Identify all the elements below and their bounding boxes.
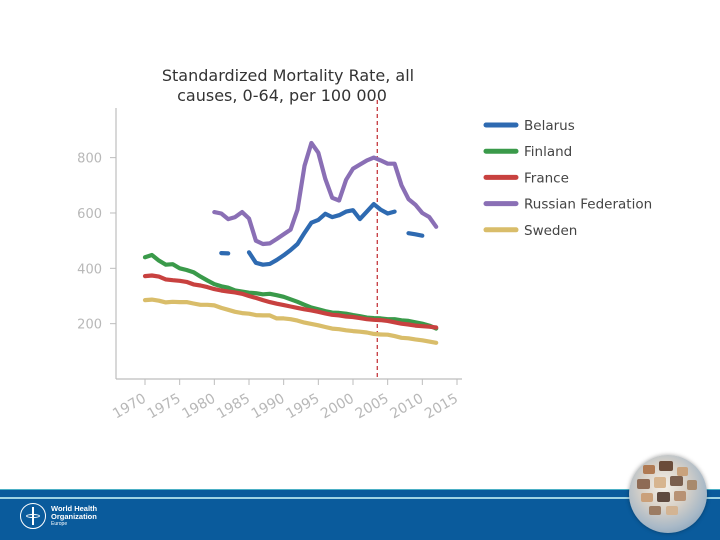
chart-series xyxy=(142,140,439,345)
legend-label-sweden: Sweden xyxy=(524,223,577,239)
x-tick-label: 1995 xyxy=(283,391,322,423)
who-wordmark: World Health Organization Europe xyxy=(51,504,98,528)
y-tick-label: 600 xyxy=(77,207,102,222)
series-russian-federation xyxy=(212,140,439,247)
series-belarus xyxy=(219,202,425,267)
x-tick-label: 1980 xyxy=(179,391,218,423)
who-emblem-icon xyxy=(20,503,46,529)
series-france xyxy=(142,273,439,330)
series-line-russian-federation xyxy=(212,140,439,247)
y-tick-label: 400 xyxy=(77,262,102,277)
who-name-line-2: Organization xyxy=(51,512,97,521)
x-tick-label: 2000 xyxy=(318,391,357,423)
x-tick-label: 1975 xyxy=(145,391,184,423)
globe-photo-collage-icon xyxy=(629,455,707,533)
legend-label-russian-federation: Russian Federation xyxy=(524,197,652,213)
chart-title-line-1: Standardized Mortality Rate, all xyxy=(162,66,414,85)
y-tick-label: 200 xyxy=(77,318,102,333)
x-tick-label: 1970 xyxy=(110,391,149,423)
who-region: Europe xyxy=(51,521,68,527)
x-tick-label: 2010 xyxy=(387,391,426,423)
x-tick-label: 2005 xyxy=(353,391,392,423)
who-logo: World Health Organization Europe xyxy=(20,503,97,529)
who-name-line-1: World Health xyxy=(51,504,98,513)
chart-title: Standardized Mortality Rate, all causes,… xyxy=(162,66,414,105)
series-line-belarus xyxy=(246,202,397,267)
legend-label-france: France xyxy=(524,170,569,186)
legend-label-finland: Finland xyxy=(524,144,572,160)
footer-divider xyxy=(0,497,720,499)
x-tick-label: 2015 xyxy=(422,391,461,423)
series-line-sweden xyxy=(142,297,439,345)
chart-axes: 200 400 600 800 1970197519801985199019952000… xyxy=(77,100,462,422)
series-line-france xyxy=(142,273,439,330)
x-tick-label: 1985 xyxy=(214,391,253,423)
series-line-belarus xyxy=(406,231,425,238)
chart-title-line-2: causes, 0-64, per 100 000 xyxy=(177,86,387,105)
chart-legend: Belarus Finland France Russian Federation Sw… xyxy=(483,118,652,239)
y-tick-label: 800 xyxy=(77,152,102,167)
x-tick-label: 1990 xyxy=(249,391,288,423)
legend-label-belarus: Belarus xyxy=(524,118,575,134)
series-sweden xyxy=(142,297,439,345)
